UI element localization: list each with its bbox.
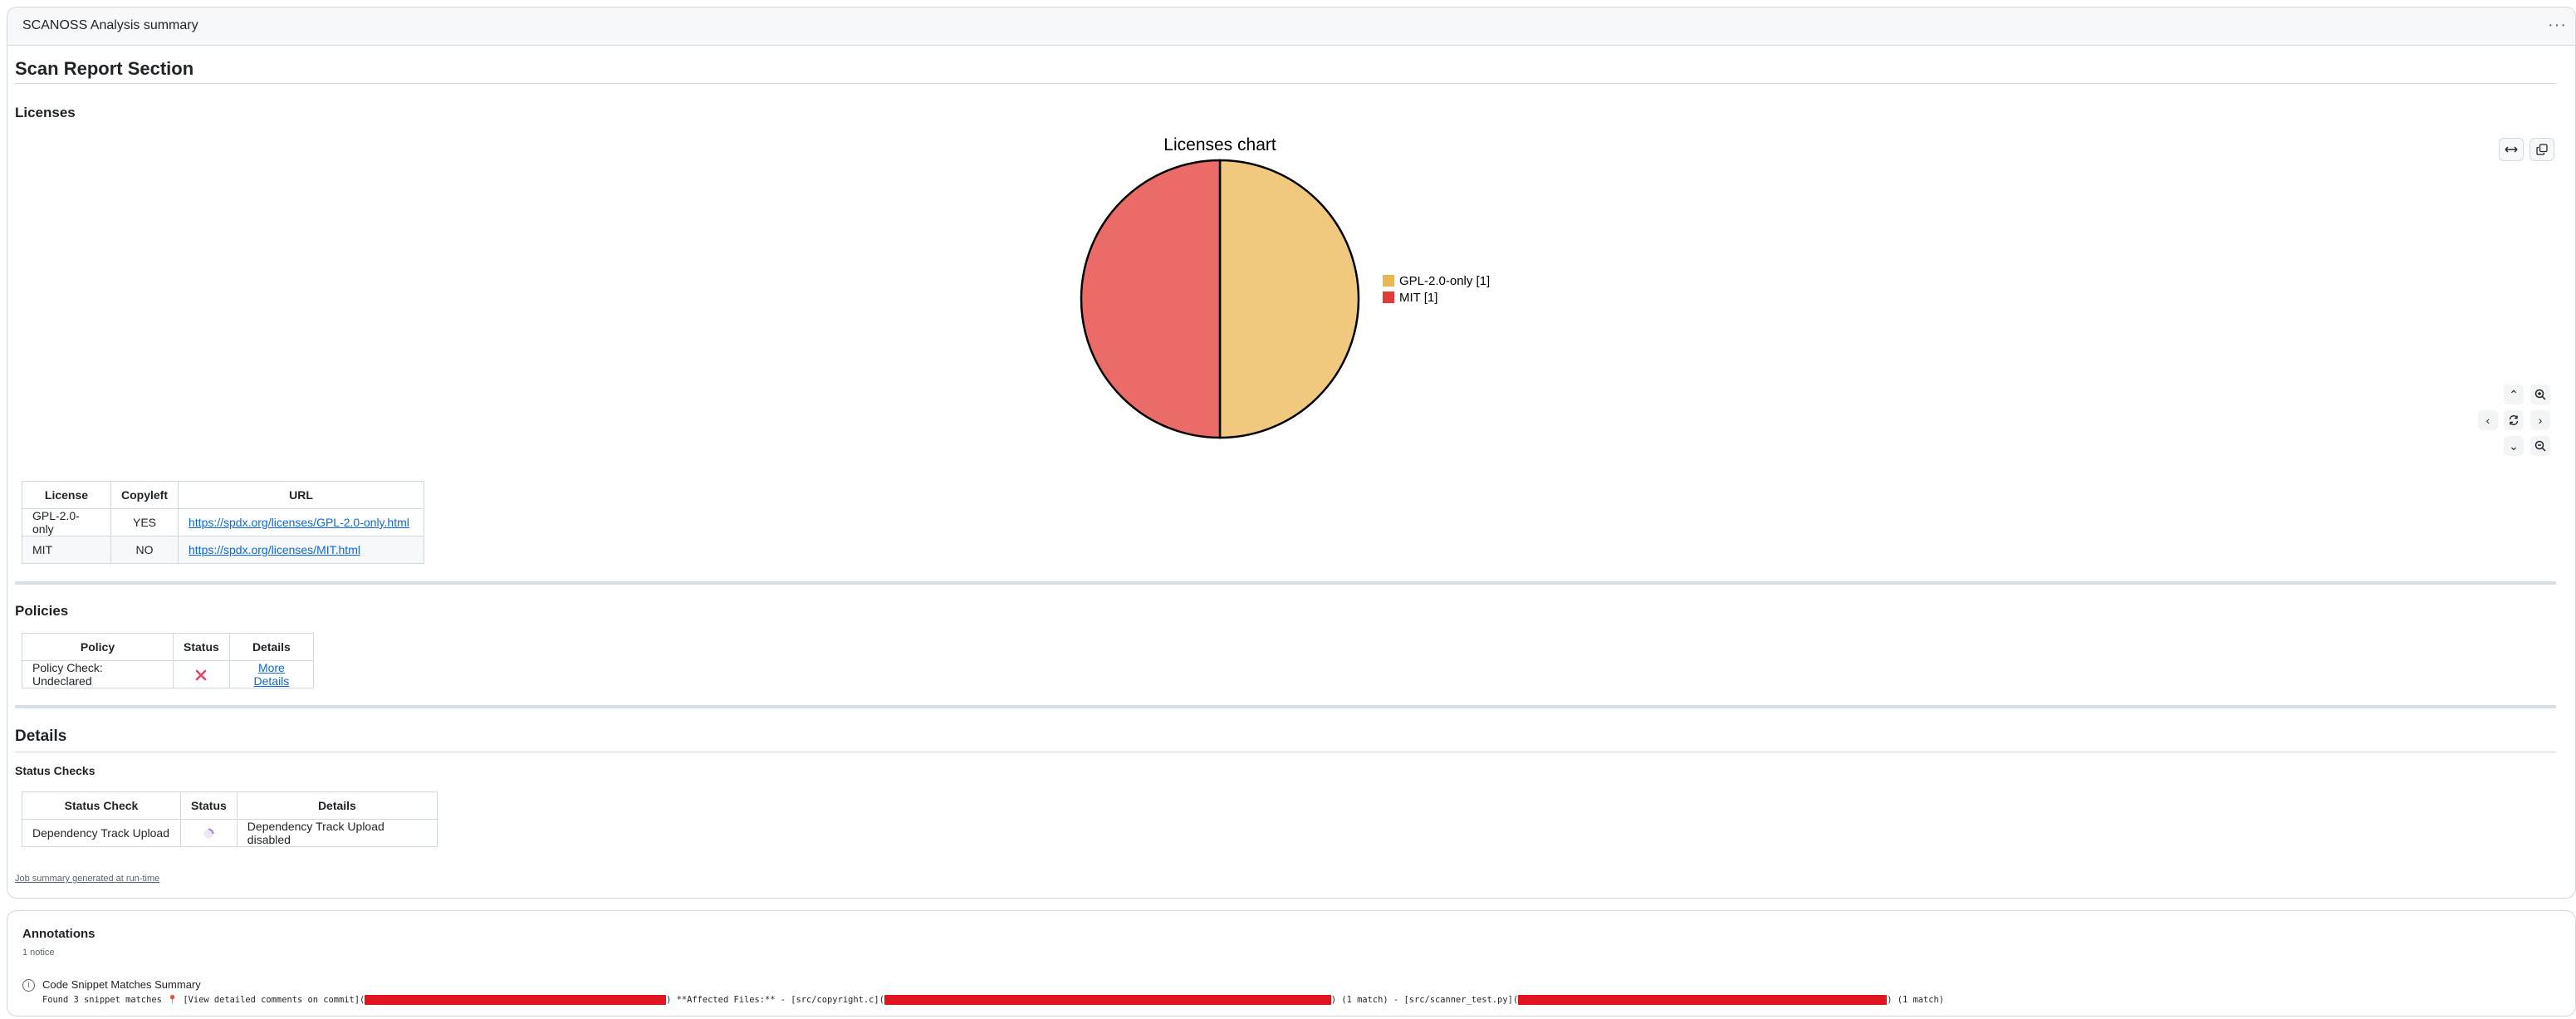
divider <box>15 83 2556 84</box>
expand-button[interactable] <box>2499 138 2524 161</box>
summary-header: SCANOSS Analysis summary ··· <box>7 7 2575 46</box>
column-header: Status <box>180 791 238 820</box>
annotation-text: ) (1 match) <box>1887 995 1945 1005</box>
details-cell: Dependency Track Upload disabled <box>236 819 438 847</box>
status-cell <box>180 819 238 847</box>
legend-label-0: GPL-2.0-only [1] <box>1399 274 1490 288</box>
job-summary-panel: SCANOSS Analysis summary ··· <box>7 7 2576 899</box>
column-header: Status <box>173 633 230 661</box>
status-checks-table: Status Check Status Details Dependency T… <box>22 791 438 847</box>
table-row: GPL-2.0-only YES https://spdx.org/licens… <box>22 508 424 536</box>
policy-cell: Policy Check: Undeclared <box>22 660 174 688</box>
summary-title: SCANOSS Analysis summary <box>22 18 198 32</box>
pan-down-button[interactable]: ⌄ <box>2504 436 2524 456</box>
arrows-horizontal-icon <box>2505 146 2518 153</box>
chevron-right-icon: › <box>2538 414 2543 427</box>
annotations-count: 1 notice <box>22 948 55 958</box>
section-divider <box>15 581 2556 585</box>
job-summary-note-link[interactable]: Job summary generated at run-time <box>15 874 160 884</box>
annotation-title[interactable]: Code Snippet Matches Summary <box>42 978 201 991</box>
copy-icon <box>2536 144 2548 155</box>
chevron-up-icon: ⌃ <box>2509 387 2519 401</box>
pan-up-button[interactable]: ⌃ <box>2504 385 2524 404</box>
column-header: URL <box>178 481 424 509</box>
annotations-panel: Annotations 1 notice i Code Snippet Matc… <box>7 910 2576 1017</box>
redacted-link: XXXXXXXXXXXXXXXXXXXXXXXXXXXXXXXXXXXXXXXX… <box>365 995 667 1005</box>
license-url-link[interactable]: https://spdx.org/licenses/MIT.html <box>189 543 360 556</box>
annotations-title: Annotations <box>22 927 95 941</box>
table-row: Dependency Track Upload Dependency Track… <box>22 819 438 847</box>
table-row: Policy Check: Undeclared More Details <box>22 660 315 688</box>
info-icon: i <box>22 979 35 992</box>
chevron-down-icon: ⌄ <box>2509 438 2519 453</box>
policies-table: Policy Status Details Policy Check: Unde… <box>22 633 315 688</box>
redacted-link: XXXXXXXXXXXXXXXXXXXXXXXXXXXXXXXXXXXXXXXX… <box>884 995 1331 1005</box>
copyleft-cell: NO <box>110 536 179 564</box>
zoom-out-button[interactable] <box>2530 436 2550 456</box>
more-details-link[interactable]: More Details <box>253 661 290 688</box>
pan-left-button[interactable]: ‹ <box>2478 410 2498 430</box>
annotation-text: ) **Affected Files:** - [src/copyright.c… <box>666 995 884 1005</box>
column-header: Copyleft <box>110 481 179 509</box>
chart-title: Licenses chart <box>1163 135 1276 154</box>
sync-icon <box>2509 415 2519 425</box>
details-heading: Details <box>15 728 67 745</box>
legend-swatch-0 <box>1383 275 1394 287</box>
column-header: Policy <box>22 633 174 661</box>
legend-swatch-1 <box>1383 291 1394 303</box>
table-row: MIT NO https://spdx.org/licenses/MIT.htm… <box>22 536 424 564</box>
zoom-out-icon <box>2534 440 2546 452</box>
legend-label-1: MIT [1] <box>1399 291 1437 305</box>
pan-right-button[interactable]: › <box>2530 410 2550 430</box>
license-url-link[interactable]: https://spdx.org/licenses/GPL-2.0-only.h… <box>189 516 409 529</box>
pie-slice-1 <box>1080 159 1222 439</box>
copyleft-cell: YES <box>110 508 179 536</box>
annotation-message: Found 3 snippet matches 📍 [View detailed… <box>42 994 2567 1005</box>
redacted-link: XXXXXXXXXXXXXXXXXXXXXXXXXXXXXXXXXXXXXXXX… <box>1518 995 1888 1005</box>
column-header: License <box>22 481 111 509</box>
license-cell: MIT <box>22 536 111 564</box>
column-header: Status Check <box>22 791 181 820</box>
page-title: Scan Report Section <box>15 58 194 79</box>
policies-heading: Policies <box>15 603 69 619</box>
loading-icon <box>203 828 214 839</box>
licenses-table: License Copyleft URL GPL-2.0-only YES ht… <box>22 481 424 564</box>
reset-button[interactable] <box>2504 410 2524 430</box>
x-mark-icon <box>196 669 207 681</box>
zoom-in-icon <box>2534 389 2546 400</box>
column-header: Details <box>228 633 315 661</box>
annotation-text: Found 3 snippet matches 📍 [View detailed… <box>42 995 365 1005</box>
licenses-pie-chart: Licenses chart GPL-2.0-only [1] MIT [1] <box>1080 135 1490 439</box>
kebab-horizontal-icon[interactable]: ··· <box>2548 16 2567 34</box>
section-divider <box>15 705 2556 708</box>
column-header: Details <box>236 791 438 820</box>
status-check-cell: Dependency Track Upload <box>22 819 181 847</box>
pie-slice-0 <box>1218 159 1360 439</box>
copy-button[interactable] <box>2529 138 2554 161</box>
license-cell: GPL-2.0-only <box>22 508 111 536</box>
annotation-text: ) (1 match) - [src/scanner_test.py]( <box>1330 995 1519 1005</box>
zoom-in-button[interactable] <box>2530 385 2550 404</box>
status-checks-heading: Status Checks <box>15 764 95 777</box>
status-cell <box>173 660 230 688</box>
licenses-heading: Licenses <box>15 105 76 120</box>
chevron-left-icon: ‹ <box>2485 414 2490 427</box>
